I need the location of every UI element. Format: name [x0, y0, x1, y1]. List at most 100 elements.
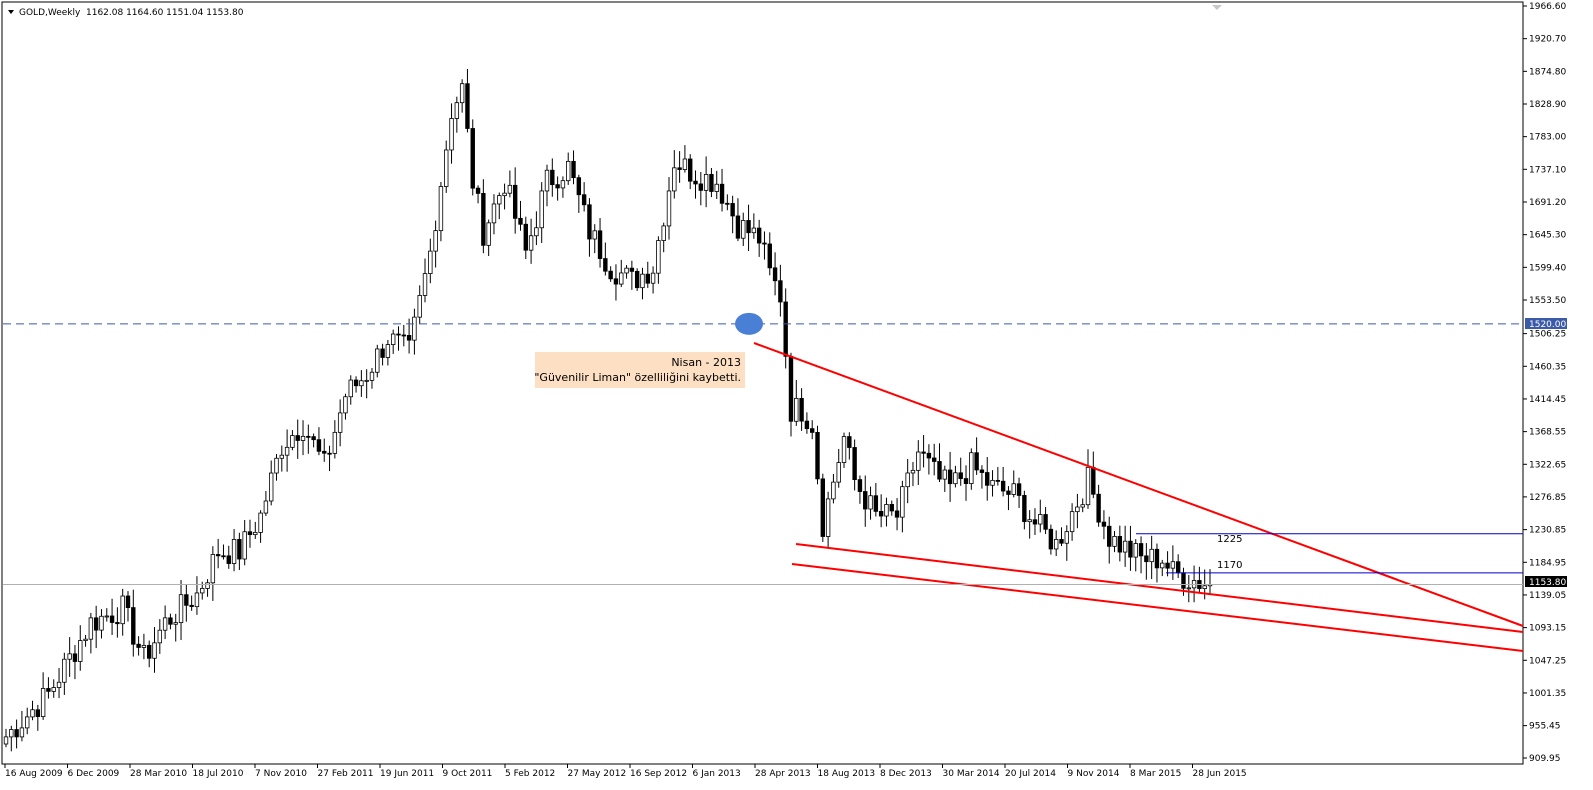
- candle: [597, 218, 603, 268]
- candle: [67, 637, 72, 677]
- candle: [550, 158, 555, 197]
- candle: [444, 140, 449, 193]
- candle: [502, 183, 507, 210]
- y-tick-label: 909.95: [1529, 754, 1561, 764]
- trendlines: [753, 342, 1524, 652]
- candle: [751, 213, 757, 239]
- candle: [210, 546, 216, 601]
- candle: [401, 324, 406, 347]
- candle: [99, 609, 104, 639]
- chart-ohlc: 1162.08 1164.60 1151.04 1153.80: [86, 8, 244, 18]
- x-tick-label: 28 Jun 2015: [1193, 769, 1247, 779]
- candle: [698, 171, 704, 206]
- candle: [1144, 543, 1149, 580]
- candle: [1101, 510, 1107, 540]
- trendline: [795, 543, 1524, 633]
- symbol-menu-icon[interactable]: [8, 10, 14, 14]
- candle: [603, 242, 608, 276]
- candle: [205, 579, 210, 597]
- y-tick-label: 1691.20: [1529, 198, 1566, 208]
- y-tick-label: 1874.80: [1529, 67, 1566, 77]
- candle: [1027, 510, 1032, 539]
- y-tick-label: 1553.50: [1529, 296, 1566, 306]
- y-tick-label: 1322.65: [1529, 460, 1566, 470]
- candle: [316, 427, 322, 456]
- candle: [247, 519, 253, 548]
- candle: [1117, 525, 1123, 562]
- candle: [910, 461, 916, 487]
- candle: [512, 167, 518, 234]
- candle: [343, 393, 348, 420]
- candle: [852, 439, 857, 491]
- candle: [396, 326, 401, 351]
- candle: [1122, 525, 1128, 567]
- candle: [566, 152, 571, 185]
- x-tick-label: 27 Feb 2011: [318, 769, 374, 779]
- candle: [619, 259, 624, 288]
- x-tick-label: 30 Mar 2014: [943, 769, 1000, 779]
- candle: [78, 625, 83, 671]
- current-price-label: 1153.80: [1529, 578, 1566, 588]
- candle: [1064, 525, 1069, 561]
- candle: [1096, 484, 1101, 527]
- candle: [714, 170, 719, 199]
- y-tick-label: 1139.05: [1529, 591, 1566, 601]
- candle: [168, 613, 173, 630]
- y-tick-label: 1783.00: [1529, 133, 1566, 143]
- candle: [815, 425, 820, 485]
- hline-price-tag: [1525, 318, 1567, 329]
- x-tick-label: 19 Jun 2011: [380, 769, 434, 779]
- candle: [539, 182, 544, 243]
- candle: [40, 672, 46, 720]
- candle: [661, 222, 666, 253]
- candle: [1160, 559, 1165, 577]
- y-tick-label: 955.45: [1529, 722, 1561, 732]
- candle: [1048, 524, 1054, 555]
- candle: [1186, 574, 1191, 603]
- candle: [841, 432, 847, 468]
- candle: [836, 448, 841, 488]
- y-tick-label: 1645.30: [1529, 231, 1566, 241]
- candle: [1165, 551, 1170, 577]
- candle: [947, 451, 953, 502]
- candle: [693, 170, 698, 199]
- candle: [863, 475, 868, 527]
- candle: [115, 607, 120, 638]
- candle: [1069, 503, 1075, 541]
- candle: [810, 420, 815, 440]
- candle: [268, 460, 274, 506]
- candle: [486, 219, 491, 256]
- candle: [72, 645, 78, 680]
- candle: [725, 194, 730, 211]
- candle: [672, 150, 677, 199]
- candle: [162, 605, 168, 640]
- candle: [969, 448, 974, 490]
- scroll-marker-icon: [1212, 5, 1222, 10]
- candle: [735, 198, 741, 242]
- candle: [258, 510, 263, 543]
- y-tick-label: 1047.25: [1529, 656, 1566, 666]
- candle: [470, 119, 475, 196]
- candle: [905, 458, 910, 504]
- candle: [406, 318, 412, 354]
- candle: [1128, 525, 1133, 571]
- candle: [995, 466, 1001, 486]
- candle: [1016, 477, 1022, 509]
- candle: [942, 465, 948, 492]
- candle: [767, 232, 772, 276]
- candle: [894, 498, 900, 531]
- candle: [1038, 499, 1043, 533]
- candle: [650, 266, 656, 294]
- candle: [730, 195, 735, 234]
- candle: [772, 252, 778, 296]
- candle: [640, 267, 645, 300]
- resistance-level-label: 1225: [1217, 534, 1242, 545]
- candle: [974, 437, 979, 475]
- candle: [253, 521, 258, 539]
- candle: [931, 443, 937, 476]
- candle: [215, 538, 221, 569]
- candle: [178, 580, 184, 640]
- y-tick-label: 1599.40: [1529, 263, 1566, 273]
- price-levels: [3, 312, 1523, 585]
